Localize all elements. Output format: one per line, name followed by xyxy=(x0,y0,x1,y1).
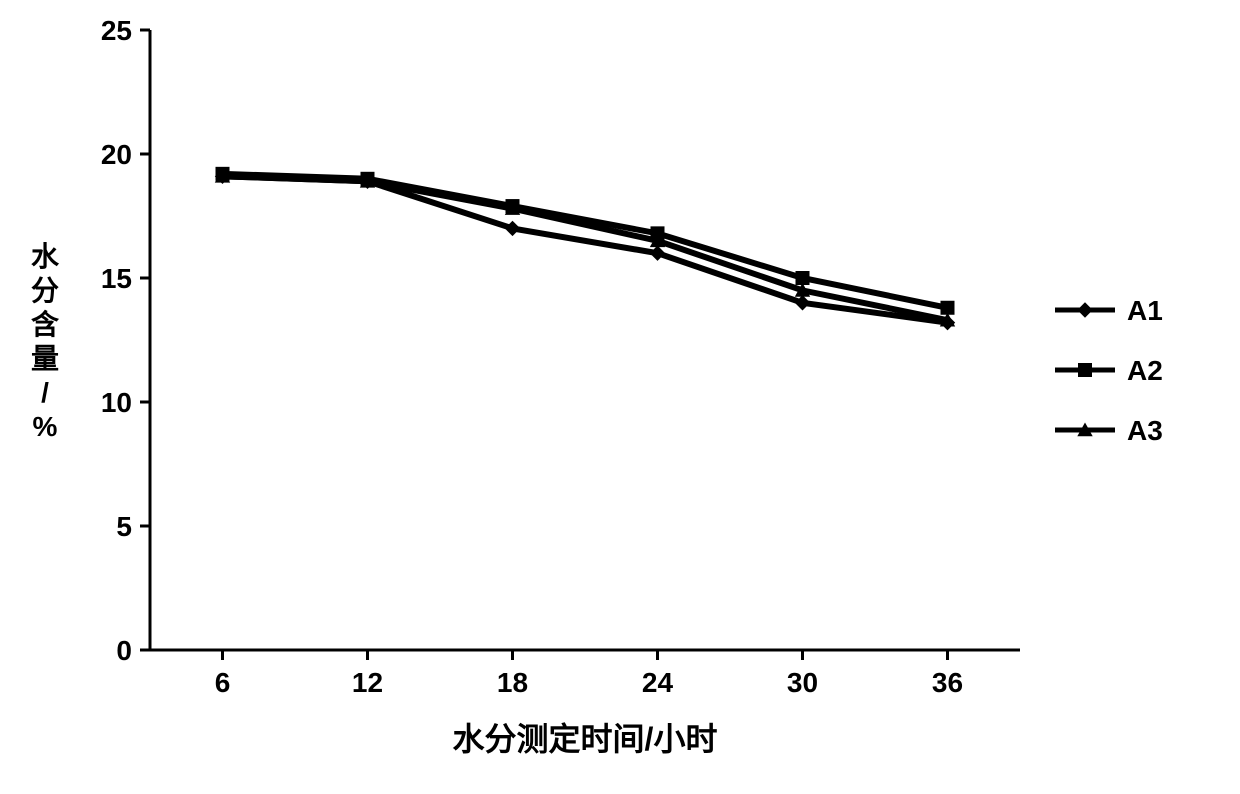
svg-text:20: 20 xyxy=(101,139,132,170)
legend-item-A2: A2 xyxy=(1055,355,1163,386)
y-axis-title-char: 分 xyxy=(31,275,59,306)
y-axis-title-char: 水 xyxy=(31,241,60,272)
svg-text:6: 6 xyxy=(215,667,231,698)
svg-text:A1: A1 xyxy=(1127,295,1163,326)
svg-text:5: 5 xyxy=(116,511,132,542)
y-axis-title-char: / xyxy=(41,377,49,408)
svg-text:10: 10 xyxy=(101,387,132,418)
y-axis-title-char: 量 xyxy=(31,343,59,374)
svg-text:25: 25 xyxy=(101,15,132,46)
svg-text:15: 15 xyxy=(101,263,132,294)
svg-text:30: 30 xyxy=(787,667,818,698)
svg-text:18: 18 xyxy=(497,667,528,698)
svg-text:36: 36 xyxy=(932,667,963,698)
svg-text:12: 12 xyxy=(352,667,383,698)
y-axis-title-char: % xyxy=(33,411,58,442)
x-axis-title: 水分测定时间/小时 xyxy=(453,721,718,757)
chart-container: 0 5 10 15 20 25 6 12 18 24 30 36 水分测定时间/小时 水分含量/% A1 A2… xyxy=(0,0,1240,794)
series-A1 xyxy=(215,169,955,331)
svg-text:A3: A3 xyxy=(1127,415,1163,446)
legend-item-A3: A3 xyxy=(1055,415,1163,446)
svg-text:24: 24 xyxy=(642,667,674,698)
series-A3 xyxy=(215,169,955,327)
svg-text:0: 0 xyxy=(116,635,132,666)
line-chart: 0 5 10 15 20 25 6 12 18 24 30 36 水分测定时间/小时 水分含量/% A1 A2… xyxy=(0,0,1240,794)
y-axis-title-char: 含 xyxy=(31,308,60,340)
legend-item-A1: A1 xyxy=(1055,295,1163,326)
svg-text:A2: A2 xyxy=(1127,355,1163,386)
